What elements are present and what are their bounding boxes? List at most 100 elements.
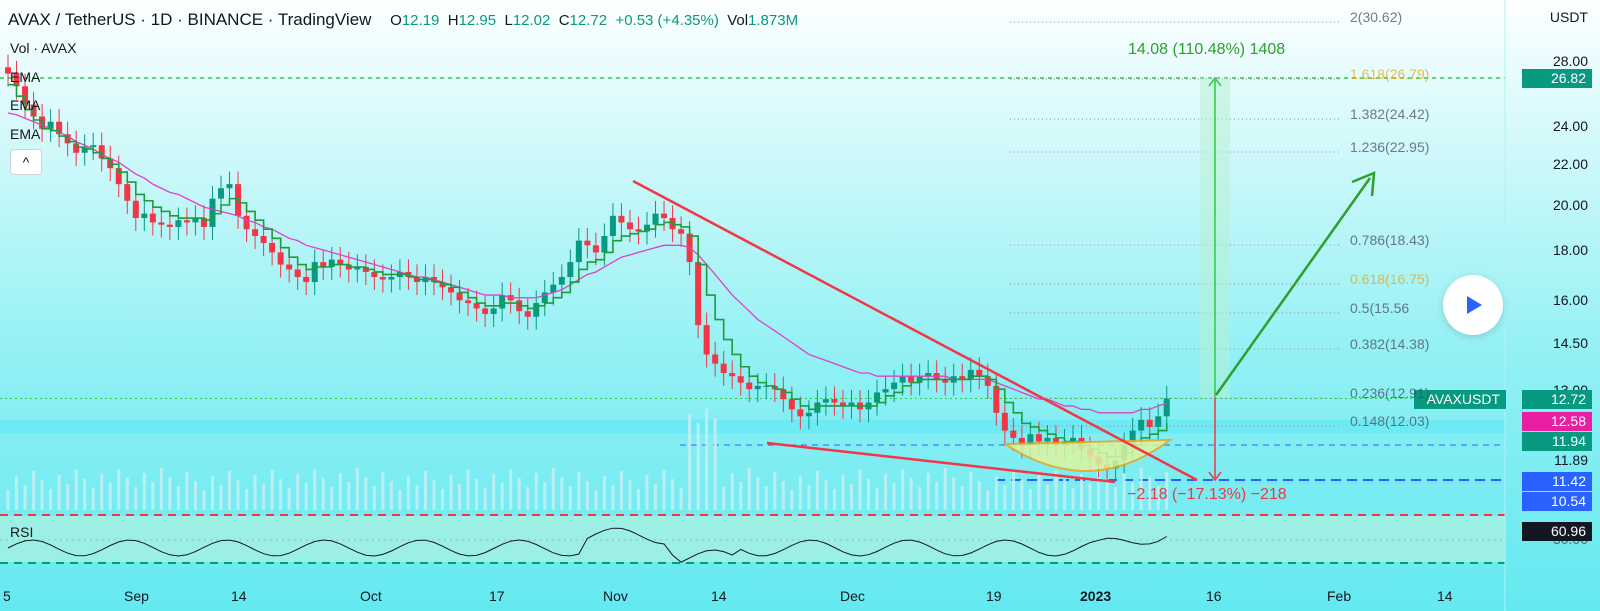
volume-bar [611,485,615,510]
volume-value: 1.873M [748,12,799,29]
play-icon [1467,296,1482,314]
low-value: 12.02 [512,12,551,29]
candle-body [822,399,829,403]
rsi-label[interactable]: RSI [10,524,34,540]
time-axis-tick: 14 [711,588,727,604]
volume-bar [108,483,112,510]
volume-bar [1011,471,1015,510]
volume-bar [952,477,956,510]
symbol-price-tag: AVAXUSDT [1414,390,1506,409]
volume-bar [1003,485,1007,510]
volume-bar [662,470,666,510]
candle-body [73,143,80,153]
candle-body [609,215,616,237]
candle-body [899,376,906,383]
volume-bar [926,473,930,510]
candle-body [584,240,591,246]
symbol-title[interactable]: AVAX / TetherUS · 1D · BINANCE · Trading… [8,10,372,29]
candle-body [218,188,224,199]
candle-body [874,392,881,403]
volume-bar [773,472,777,510]
candle-body [925,373,932,377]
volume-bar [892,483,896,510]
volume-bar [219,485,223,510]
candle-body [720,363,727,374]
candle-body [456,292,463,301]
volume-bar [330,487,334,510]
volume-bar [867,479,871,510]
change-value: +0.53 (+4.35%) [615,12,719,29]
time-axis-tick: 2023 [1080,588,1112,604]
candle-body [473,303,480,309]
candle-body [149,213,156,223]
volume-bar [125,478,129,510]
fib-level-label: 2(30.62) [1350,9,1403,25]
volume-bar [577,472,581,510]
volume-label: Vol [727,12,749,29]
volume-bar [1165,472,1169,510]
candle-body [746,382,753,390]
candle-body [533,303,540,317]
legend-ema-1[interactable]: EMA [10,69,41,85]
volume-bar [1105,478,1109,510]
volume-bar [1156,486,1160,510]
volume-bar [713,418,717,510]
low-label: L [504,12,513,29]
candle-body [115,168,122,185]
projection-arrow [1214,177,1372,396]
volume-bar [943,468,947,510]
open-label: O [390,12,402,29]
close-label: C [558,12,570,29]
candle-body [311,262,318,283]
volume-bar [790,490,794,510]
candle-body [1146,419,1153,427]
candle-body [635,229,642,232]
candle-body [550,284,557,293]
price-tag: 10.54 [1522,492,1592,511]
volume-bar [500,483,504,510]
legend-volume[interactable]: Vol · AVAX [10,40,77,56]
legend-ema-3[interactable]: EMA [10,126,41,142]
volume-bar [602,476,606,510]
volume-bar [619,471,623,510]
volume-bar [441,489,445,510]
price-axis-tick: 22.00 [1552,156,1588,172]
volume-bar [91,488,95,510]
candle-body [158,222,165,225]
volume-bar [909,478,913,510]
time-axis-tick: 5 [3,588,11,604]
time-axis-tick: 14 [1437,588,1453,604]
volume-bar [151,482,155,510]
collapse-legend-button[interactable]: ^ [10,149,42,175]
candle-body [626,222,633,230]
candle-body [320,262,327,267]
volume-bar [176,486,180,510]
candle-body [277,252,284,265]
volume-bar [415,485,419,510]
candle-body [371,271,378,277]
candle-body [839,402,846,406]
volume-bar [960,486,964,510]
volume-bar [228,471,232,510]
currency-label: USDT [1549,9,1588,25]
candle-body [328,259,335,267]
volume-bar [262,484,266,510]
volume-bar [347,482,351,510]
fib-level-label: 0.618(16.75) [1350,271,1430,287]
volume-bar [83,479,87,510]
volume-bar [901,469,905,510]
volume-bar [1088,483,1092,510]
candle-body [695,262,702,326]
candle-body [575,240,582,263]
support-band [0,419,1505,434]
legend-ema-2[interactable]: EMA [10,97,41,113]
volume-bar [679,488,683,510]
volume-bar [517,478,521,510]
candle-body [729,373,736,377]
volume-bar [1148,477,1152,510]
volume-bar [730,473,734,510]
play-button[interactable] [1443,275,1503,335]
volume-bar [142,473,146,510]
